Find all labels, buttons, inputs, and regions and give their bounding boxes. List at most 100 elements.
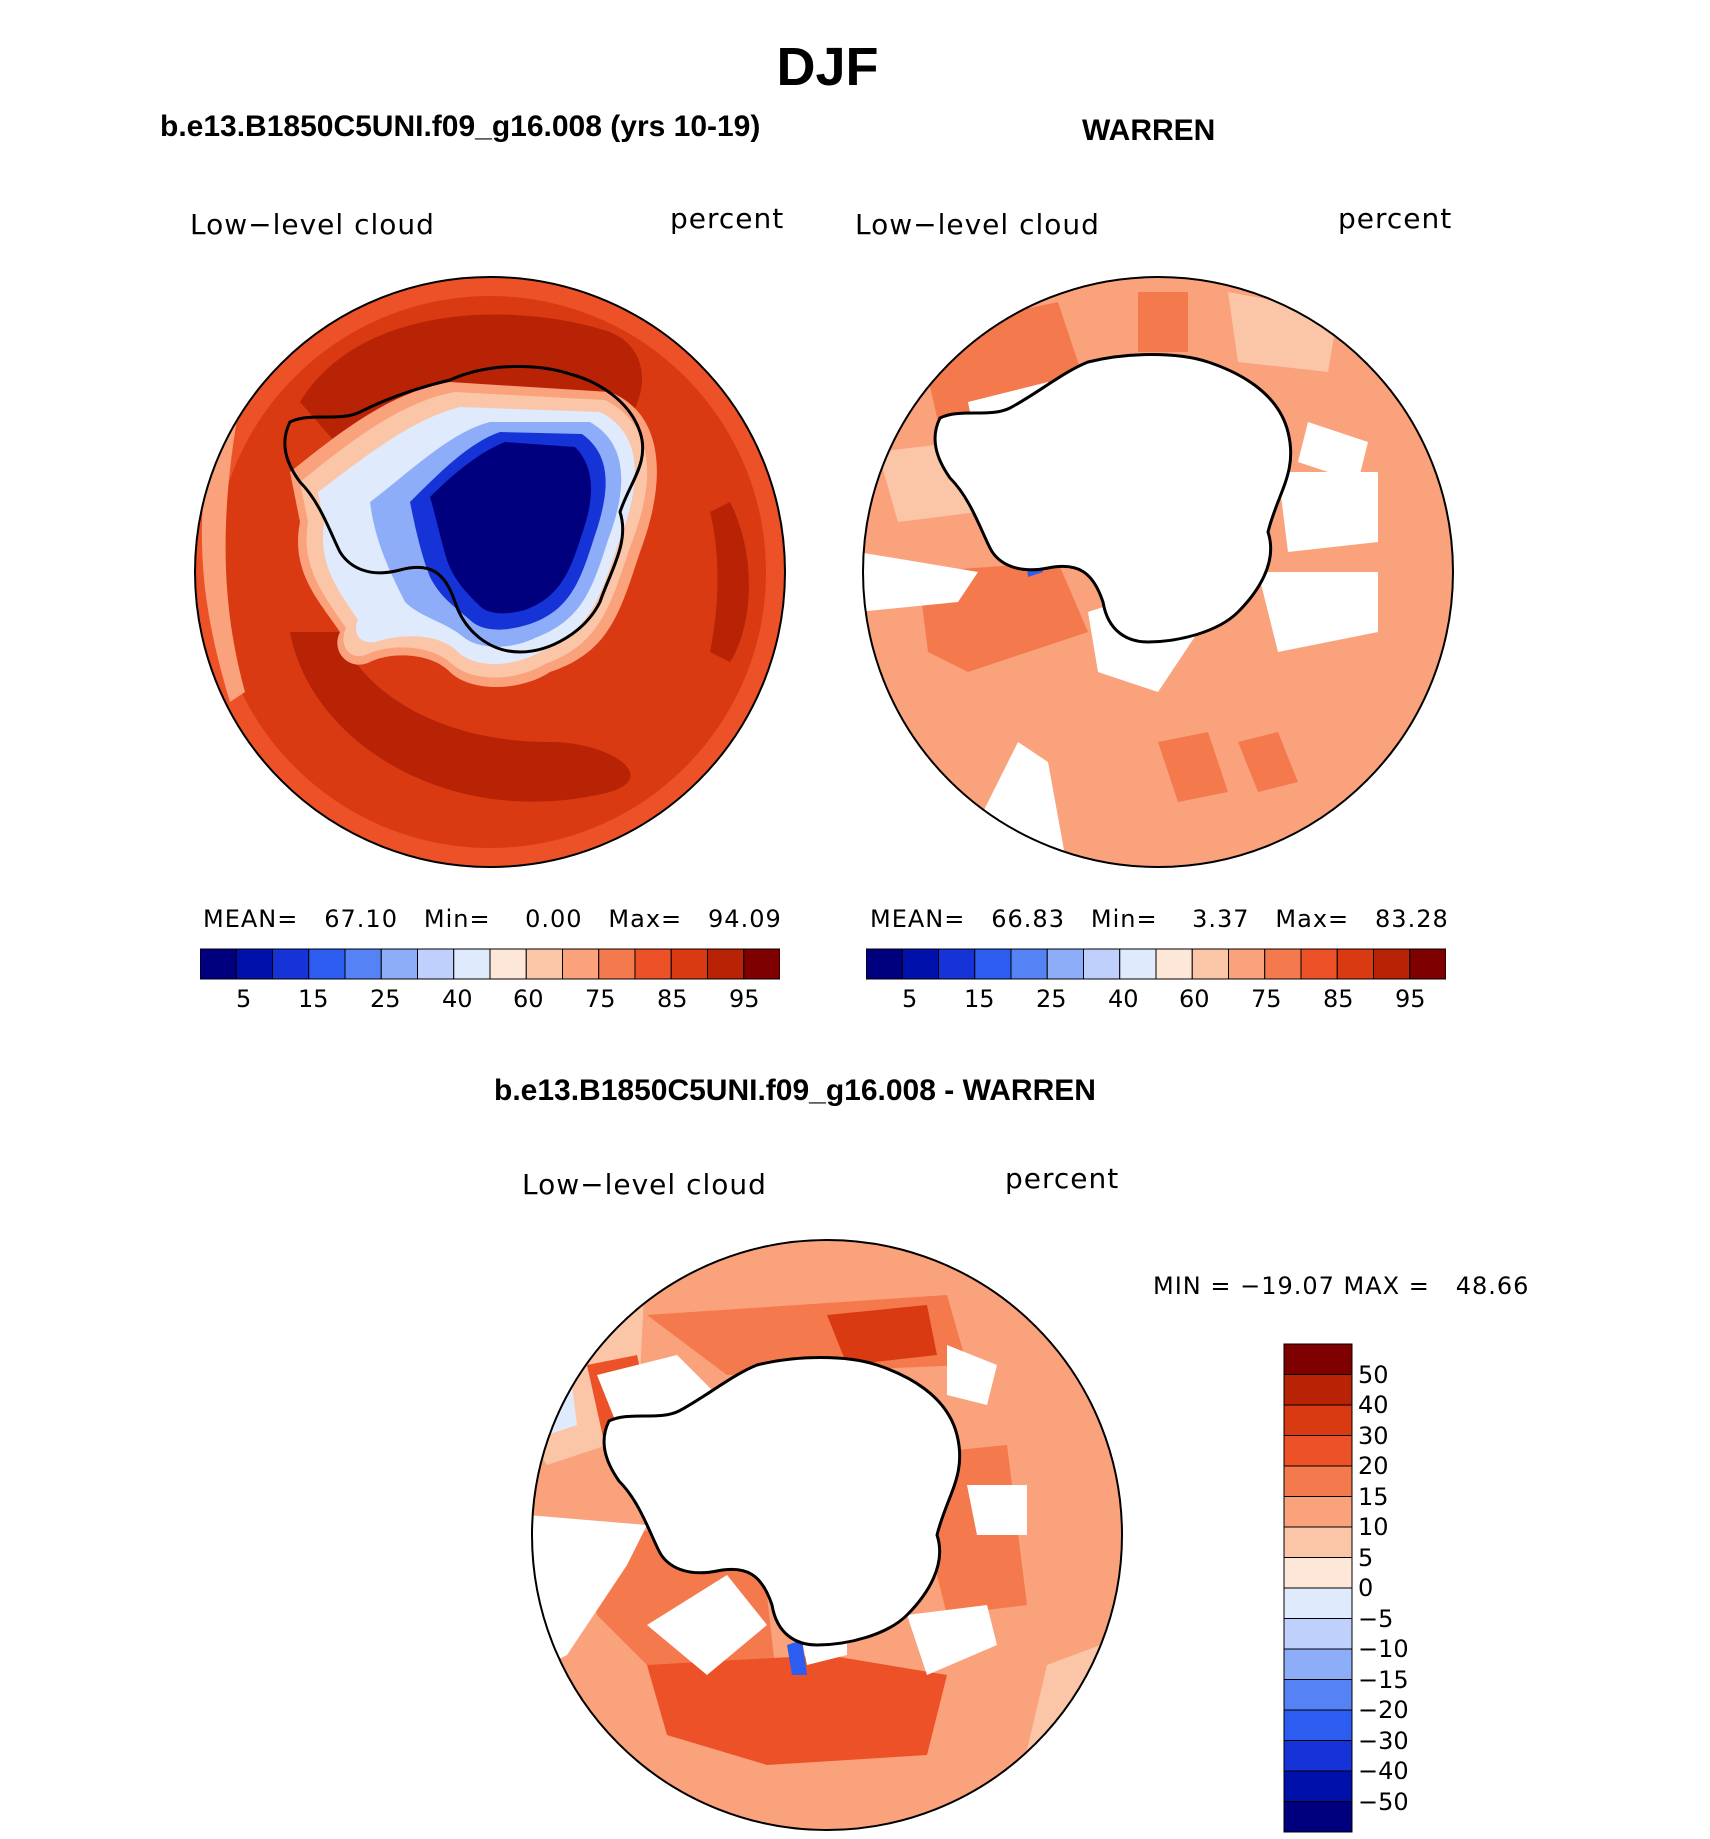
colorbar-swatch xyxy=(308,948,346,980)
cbar-tick: 15 xyxy=(1358,1482,1389,1511)
colorbar-swatch xyxy=(1283,1587,1353,1619)
panel1-units-label: percent xyxy=(670,202,785,235)
cbar-tick: 40 xyxy=(442,985,473,1013)
colorbar-swatch xyxy=(743,948,780,980)
colorbar-swatch xyxy=(1155,948,1193,980)
panel2-colorbar-labels: 5 15 25 40 60 75 85 95 xyxy=(866,985,1446,1019)
panel3-units-label: percent xyxy=(1005,1162,1120,1195)
cbar-tick: 5 xyxy=(1358,1543,1374,1572)
cbar-tick: 85 xyxy=(657,985,688,1013)
colorbar-swatch xyxy=(1228,948,1266,980)
cbar-tick: 20 xyxy=(1358,1452,1389,1480)
colorbar-swatch xyxy=(901,948,939,980)
panel3-minmax: MIN = −19.07 MAX = 48.66 xyxy=(1153,1272,1530,1300)
colorbar-swatch xyxy=(1300,948,1338,980)
colorbar-swatch xyxy=(453,948,491,980)
colorbar-swatch xyxy=(866,948,903,980)
panel1-variable-label: Low−level cloud xyxy=(190,208,435,241)
cbar-tick: 95 xyxy=(1395,985,1426,1013)
colorbar-swatch xyxy=(670,948,708,980)
cbar-tick: 50 xyxy=(1358,1360,1389,1389)
colorbar-swatch xyxy=(235,948,273,980)
colorbar-swatch xyxy=(1283,1801,1353,1833)
cbar-tick: −50 xyxy=(1358,1787,1409,1816)
colorbar-swatch xyxy=(1283,1526,1353,1558)
cbar-tick: −5 xyxy=(1358,1604,1394,1633)
colorbar-swatch xyxy=(1283,1679,1353,1711)
colorbar-swatch xyxy=(634,948,672,980)
cbar-tick: 5 xyxy=(902,985,918,1013)
colorbar-swatch xyxy=(1283,1618,1353,1650)
colorbar-swatch xyxy=(380,948,418,980)
cbar-tick: 15 xyxy=(964,985,995,1013)
panel3-variable-label: Low−level cloud xyxy=(522,1168,767,1201)
panel1-polar-map xyxy=(194,276,786,868)
colorbar-swatch xyxy=(1119,948,1157,980)
colorbar-swatch xyxy=(200,948,237,980)
colorbar-swatch xyxy=(1283,1557,1353,1589)
colorbar-swatch xyxy=(344,948,382,980)
cbar-tick: 60 xyxy=(1179,985,1210,1013)
panel2-variable-label: Low−level cloud xyxy=(855,208,1100,241)
colorbar-swatch xyxy=(1283,1435,1353,1467)
colorbar-swatch xyxy=(1083,948,1121,980)
panel1-colorbar xyxy=(200,948,780,980)
cbar-tick: −10 xyxy=(1358,1635,1409,1663)
colorbar-swatch xyxy=(1283,1374,1353,1406)
colorbar-swatch xyxy=(1283,1343,1353,1375)
colorbar-swatch xyxy=(1283,1496,1353,1528)
colorbar-swatch xyxy=(598,948,636,980)
colorbar-swatch xyxy=(525,948,563,980)
panel3-case-title: b.e13.B1850C5UNI.f09_g16.008 - WARREN xyxy=(494,1074,1096,1107)
panel2-stats: MEAN= 66.83 Min= 3.37 Max= 83.28 xyxy=(870,905,1449,933)
colorbar-swatch xyxy=(1283,1465,1353,1497)
panel3-polar-map xyxy=(531,1239,1123,1831)
panel3-colorbar xyxy=(1283,1343,1353,1833)
cbar-tick: 25 xyxy=(370,985,401,1013)
panel2-case-title: WARREN xyxy=(1082,114,1216,147)
colorbar-swatch xyxy=(1336,948,1374,980)
colorbar-swatch xyxy=(1010,948,1048,980)
cbar-tick: 15 xyxy=(298,985,329,1013)
colorbar-swatch xyxy=(1283,1740,1353,1772)
cbar-tick: 40 xyxy=(1108,985,1139,1013)
cbar-tick: −40 xyxy=(1358,1757,1409,1785)
cbar-tick: 5 xyxy=(236,985,252,1013)
colorbar-swatch xyxy=(1283,1709,1353,1741)
cbar-tick: −15 xyxy=(1358,1665,1409,1694)
cbar-tick: 95 xyxy=(729,985,760,1013)
cbar-tick: 75 xyxy=(585,985,616,1013)
colorbar-swatch xyxy=(562,948,600,980)
cbar-tick: 25 xyxy=(1036,985,1067,1013)
colorbar-swatch xyxy=(707,948,745,980)
colorbar-swatch xyxy=(1191,948,1229,980)
cbar-tick: 60 xyxy=(513,985,544,1013)
panel1-colorbar-labels: 5 15 25 40 60 75 85 95 xyxy=(200,985,780,1019)
cbar-tick: 30 xyxy=(1358,1421,1389,1450)
colorbar-swatch xyxy=(974,948,1012,980)
colorbar-swatch xyxy=(938,948,976,980)
cbar-tick: 0 xyxy=(1358,1574,1374,1602)
cbar-tick: −30 xyxy=(1358,1726,1409,1755)
panel1-case-title: b.e13.B1850C5UNI.f09_g16.008 (yrs 10-19) xyxy=(160,110,761,143)
panel2-colorbar xyxy=(866,948,1446,980)
cbar-tick: 10 xyxy=(1358,1513,1389,1541)
cbar-tick: 85 xyxy=(1323,985,1354,1013)
colorbar-swatch xyxy=(1046,948,1084,980)
colorbar-swatch xyxy=(1264,948,1302,980)
panel1-stats: MEAN= 67.10 Min= 0.00 Max= 94.09 xyxy=(203,905,782,933)
colorbar-swatch xyxy=(417,948,455,980)
figure-title: DJF xyxy=(776,37,879,97)
colorbar-swatch xyxy=(272,948,310,980)
colorbar-swatch xyxy=(1283,1404,1353,1436)
panel3-colorbar-labels: 50 40 30 20 15 10 5 0 −5 −10 −15 −20 −30 −40 −50 xyxy=(1358,1343,1448,1833)
colorbar-swatch xyxy=(1283,1770,1353,1802)
cbar-tick: 40 xyxy=(1358,1391,1389,1419)
colorbar-swatch xyxy=(1373,948,1411,980)
colorbar-swatch xyxy=(1409,948,1446,980)
cbar-tick: −20 xyxy=(1358,1696,1409,1724)
panel2-polar-map xyxy=(862,276,1454,868)
colorbar-swatch xyxy=(489,948,527,980)
colorbar-swatch xyxy=(1283,1648,1353,1680)
panel2-units-label: percent xyxy=(1338,202,1453,235)
